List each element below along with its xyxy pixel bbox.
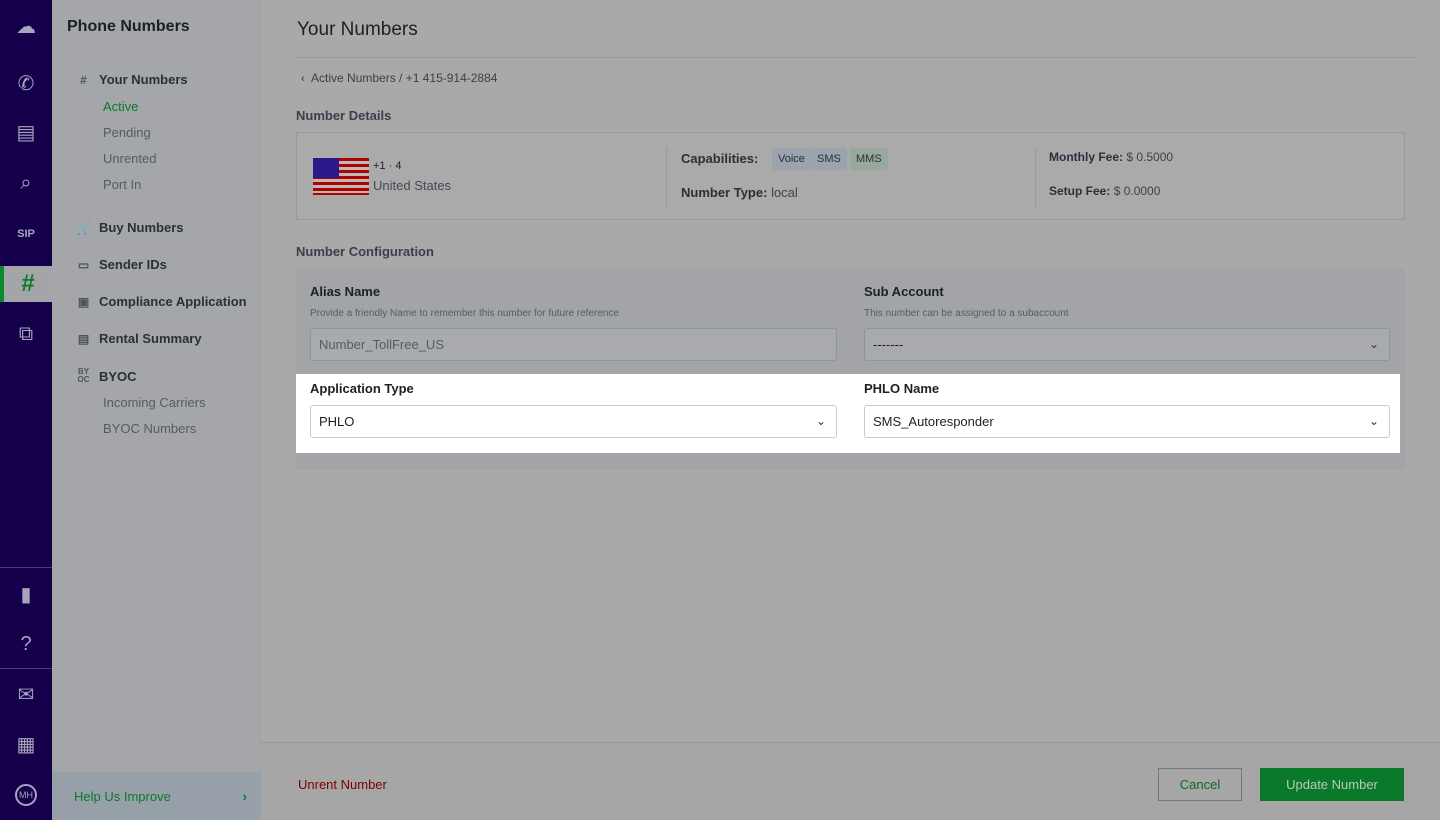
sidebar-item-rental-summary[interactable]: ▤ Rental Summary — [77, 331, 202, 346]
divider — [666, 147, 667, 207]
footer-bar: Unrent Number Cancel Update Number — [261, 742, 1440, 820]
number-details-heading: Number Details — [296, 108, 392, 123]
page-title: Your Numbers — [297, 19, 418, 40]
sidebar-sub-port-in[interactable]: Port In — [103, 177, 142, 192]
alias-label: Alias Name — [310, 284, 381, 299]
main-content: Your Numbers ‹ Active Numbers / +1 415-9… — [261, 0, 1440, 742]
sidebar: Phone Numbers # Your Numbers Active Pendi… — [52, 0, 261, 820]
alias-name-input[interactable]: Number_TollFree_US — [310, 328, 837, 361]
sip-trunk-icon[interactable]: SIP — [17, 228, 35, 240]
application-type-label: Application Type — [310, 381, 414, 396]
chevron-down-icon: ⌄ — [1368, 337, 1379, 351]
divider — [0, 567, 52, 568]
sub-account-help: This number can be assigned to a subacco… — [864, 308, 1069, 319]
number-configuration-heading: Number Configuration — [296, 244, 434, 259]
divider — [0, 668, 52, 669]
sub-account-select[interactable]: ------- ⌄ — [864, 328, 1390, 361]
sidebar-item-compliance[interactable]: ▣ Compliance Application — [77, 294, 247, 309]
chevron-left-icon: ‹ — [301, 71, 305, 85]
chevron-right-icon: › — [242, 788, 247, 804]
billing-icon[interactable]: ✉ — [17, 683, 35, 706]
alias-help: Provide a friendly Name to remember this… — [310, 308, 620, 319]
sub-account-label: Sub Account — [864, 284, 944, 299]
messaging-icon[interactable]: ▤ — [16, 121, 36, 144]
unrent-number-link[interactable]: Unrent Number — [298, 777, 387, 792]
apps-icon[interactable]: ▦ — [16, 733, 36, 756]
help-us-improve[interactable]: Help Us Improve › — [52, 772, 261, 820]
capability-badge-voice: Voice — [772, 148, 811, 170]
compliance-icon: ▣ — [77, 294, 90, 309]
chevron-down-icon: ⌄ — [1368, 414, 1379, 428]
divider — [296, 57, 1417, 58]
application-type-select[interactable]: PHLO ⌄ — [310, 405, 837, 438]
divider — [1035, 147, 1036, 207]
hash-icon: # — [80, 72, 87, 87]
update-number-button[interactable]: Update Number — [1260, 768, 1404, 801]
number-type: Number Type: local — [681, 185, 798, 200]
cart-icon: 🛒 — [76, 220, 91, 235]
sidebar-sub-active[interactable]: Active — [103, 99, 139, 114]
avatar[interactable]: MH — [0, 777, 52, 813]
us-flag-icon — [313, 158, 369, 195]
sender-id-icon: ▭ — [77, 257, 90, 272]
setup-fee: Setup Fee: $ 0.0000 — [1049, 184, 1161, 198]
voice-icon[interactable]: ✆ — [17, 72, 35, 95]
sidebar-sub-unrented[interactable]: Unrented — [103, 151, 157, 166]
phlo-name-select[interactable]: SMS_Autoresponder ⌄ — [864, 405, 1390, 438]
sidebar-item-your-numbers[interactable]: # Your Numbers — [76, 72, 187, 87]
sidebar-title: Phone Numbers — [67, 18, 190, 35]
capability-badge-sms: SMS — [811, 148, 847, 170]
table-icon: ▤ — [77, 331, 90, 346]
phone-number: +1 · 4 — [373, 160, 402, 172]
phlo-icon[interactable]: ⧉ — [18, 322, 34, 345]
sidebar-item-sender-ids[interactable]: ▭ Sender IDs — [77, 257, 167, 272]
chevron-down-icon: ⌄ — [815, 414, 826, 428]
sidebar-item-buy-numbers[interactable]: 🛒 Buy Numbers — [76, 220, 184, 235]
help-icon[interactable]: ? — [20, 632, 32, 655]
country: United States — [373, 178, 452, 193]
monthly-fee: Monthly Fee: $ 0.5000 — [1049, 150, 1174, 164]
sidebar-sub-incoming-carriers[interactable]: Incoming Carriers — [103, 395, 206, 410]
lookup-icon[interactable]: ⌕ — [20, 171, 32, 194]
cancel-button[interactable]: Cancel — [1158, 768, 1242, 801]
capabilities-label: Capabilities: — [681, 151, 759, 166]
docs-icon[interactable]: ▮ — [20, 583, 32, 606]
phlo-name-label: PHLO Name — [864, 381, 940, 396]
sidebar-sub-byoc-numbers[interactable]: BYOC Numbers — [103, 421, 197, 436]
number-details-card: +1 · 4 United States Capabilities: Voice… — [296, 132, 1405, 220]
icon-rail: ☁ ✆ ▤ ⌕ SIP # ⧉ ▮ ? ✉ ▦ MH — [0, 0, 52, 820]
byoc-icon: BY OC — [77, 367, 90, 384]
phone-numbers-icon[interactable]: # — [0, 266, 52, 302]
application-config-row: Application Type PHLO ⌄ PHLO Name SMS_Aut… — [296, 374, 1400, 453]
breadcrumb[interactable]: ‹ Active Numbers / +1 415-914-2884 — [301, 71, 498, 85]
capability-badge-mms: MMS — [850, 148, 888, 170]
sidebar-item-byoc[interactable]: BY OC BYOC — [77, 367, 137, 384]
cloud-logo-icon[interactable]: ☁ — [16, 15, 36, 38]
sidebar-sub-pending[interactable]: Pending — [103, 125, 151, 140]
